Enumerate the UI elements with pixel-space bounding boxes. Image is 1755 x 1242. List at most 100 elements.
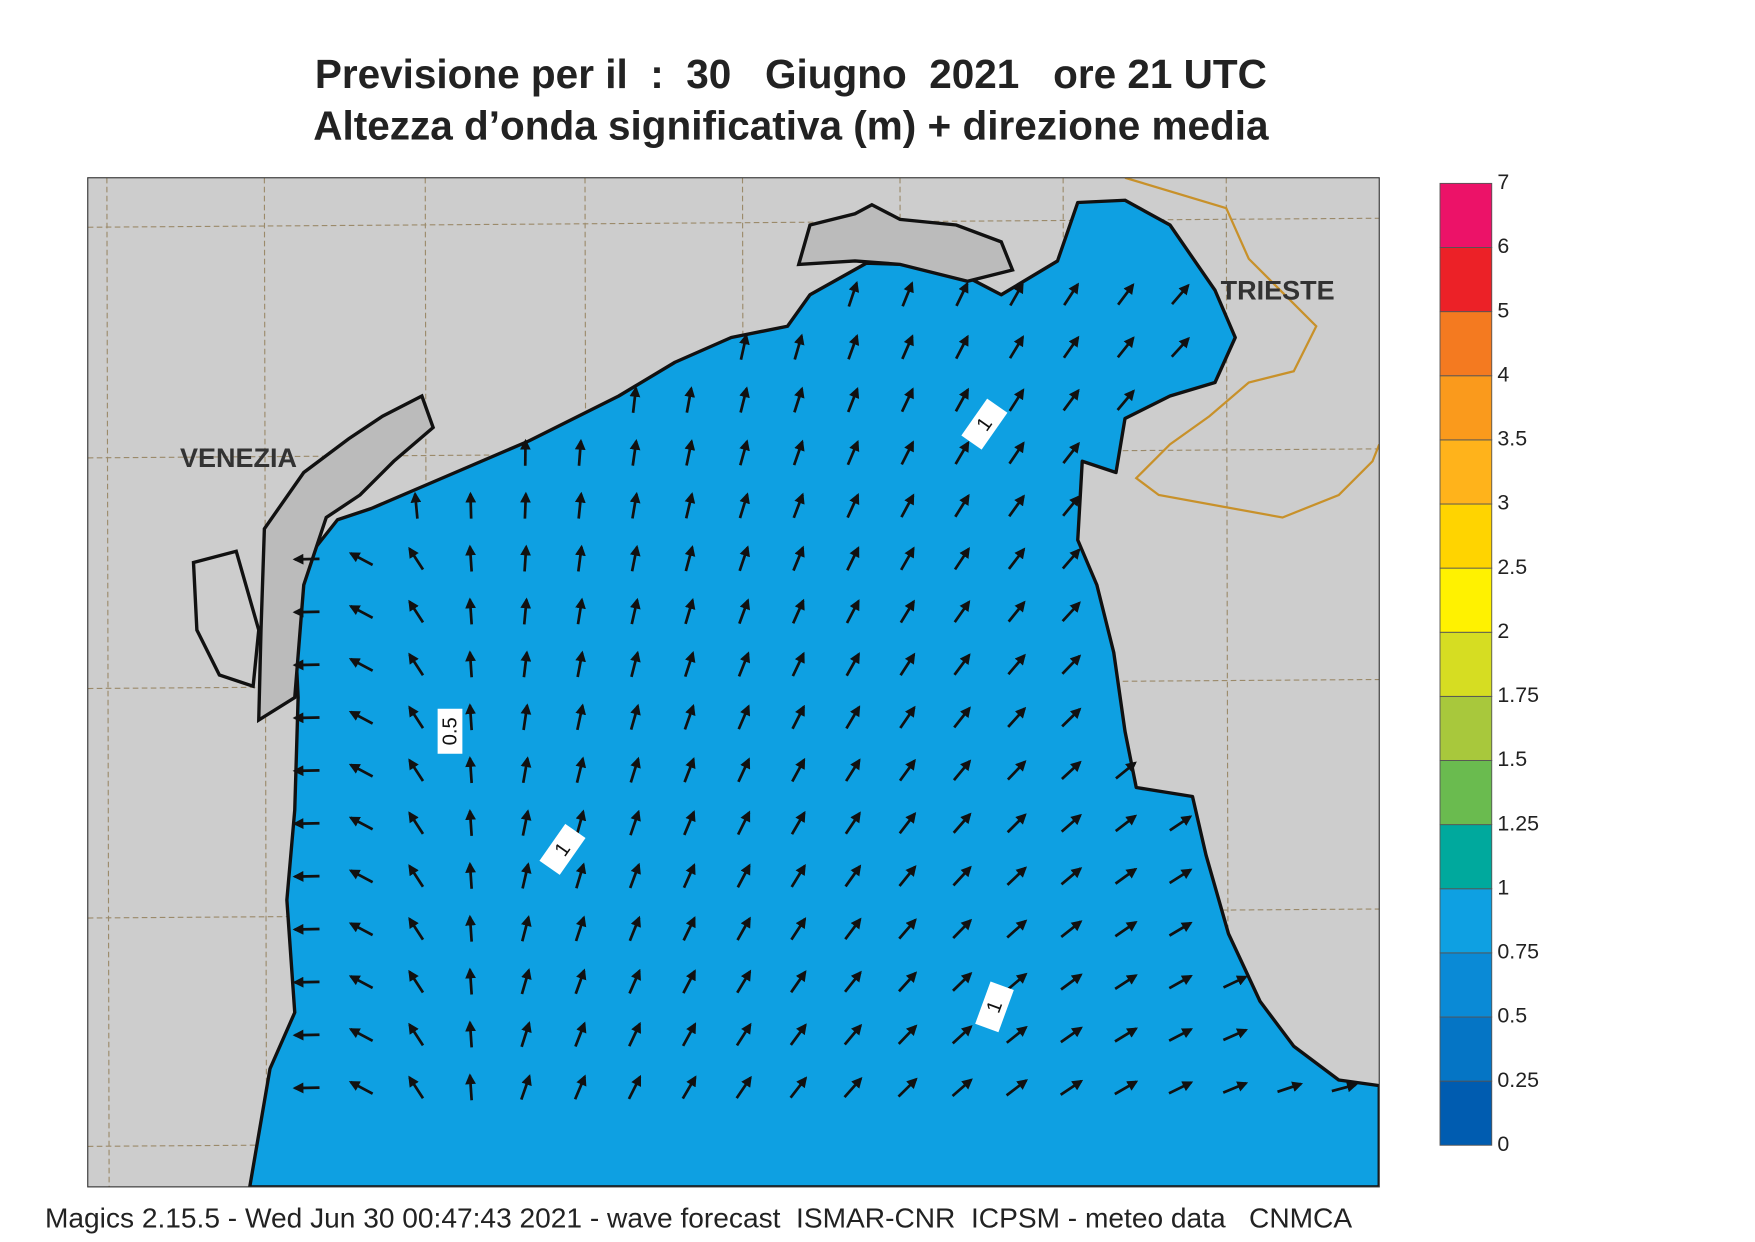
arrow <box>1114 1080 1139 1096</box>
map: VENEZIA TRIESTE 1 0.5 1 1 <box>87 177 1380 1187</box>
arrow <box>845 652 860 677</box>
legend: 0 0.25 0.5 0.75 1 1.25 1.5 1.75 2 2.5 3 3.5 4 5 6 7 <box>1439 170 1539 1156</box>
arrow <box>898 758 916 782</box>
arrow <box>1061 601 1081 623</box>
arrow <box>684 598 696 625</box>
arrow <box>952 759 972 782</box>
contour-label: 1 <box>975 981 1014 1033</box>
arrow <box>465 861 476 889</box>
subtitle: Altezza d’onda significativa (m) + direz… <box>313 103 1269 149</box>
border <box>1124 177 1380 519</box>
lagoon <box>796 202 1015 283</box>
arrow <box>953 653 971 676</box>
arrow <box>574 1021 587 1048</box>
arrow <box>898 865 917 887</box>
arrow <box>845 705 861 730</box>
arrow <box>348 816 374 831</box>
arrow <box>520 756 532 784</box>
arrow <box>736 916 751 941</box>
arrow <box>1061 760 1082 781</box>
arrow <box>465 808 476 836</box>
arrow <box>1006 760 1027 781</box>
arrow <box>738 545 750 572</box>
arrow <box>899 546 915 571</box>
arrow <box>1116 336 1135 359</box>
arrow <box>843 1023 863 1046</box>
arrow <box>1117 283 1135 306</box>
arrow <box>789 1076 808 1099</box>
contour-value: 0.5 <box>439 717 461 745</box>
legend-tick-label: 2 <box>1497 619 1509 643</box>
arrow <box>465 491 477 519</box>
arrow <box>684 545 696 572</box>
label-box <box>961 398 1008 450</box>
arrow <box>348 657 374 672</box>
arrow <box>1007 600 1026 623</box>
arrow <box>292 818 320 829</box>
arrow <box>520 544 532 572</box>
arrow <box>898 918 917 940</box>
arrow <box>739 386 750 413</box>
arrow <box>408 599 425 624</box>
arrow <box>292 871 320 882</box>
arrow <box>348 975 374 990</box>
arrow <box>1006 919 1028 939</box>
arrow <box>575 703 586 731</box>
arrow <box>1061 548 1081 570</box>
place-label: TRIESTE <box>1221 275 1335 305</box>
legend-bin <box>1439 952 1493 1018</box>
arrow <box>348 763 374 778</box>
arrow <box>465 544 476 572</box>
arrow <box>1114 921 1138 938</box>
arrow <box>292 712 320 724</box>
arrow <box>629 491 641 519</box>
arrow <box>843 970 862 993</box>
arrow <box>574 491 586 519</box>
arrow <box>408 917 425 941</box>
arrow <box>735 1022 752 1047</box>
arrow <box>1061 654 1082 675</box>
arrow <box>681 1022 697 1047</box>
arrow <box>844 811 861 835</box>
arrow <box>900 440 915 466</box>
arrow <box>952 812 972 834</box>
arrow <box>952 865 972 887</box>
arrow <box>408 705 425 729</box>
arrow <box>1168 1028 1194 1042</box>
parallel <box>87 678 1380 690</box>
arrow <box>683 757 696 783</box>
arrow <box>348 552 374 567</box>
arrow <box>952 972 973 992</box>
legend-tick-label: 3 <box>1497 491 1509 515</box>
arrow <box>520 491 531 519</box>
arrow <box>1168 868 1193 885</box>
arrow <box>1060 973 1083 991</box>
arrow <box>790 970 807 994</box>
arrow <box>1169 815 1193 832</box>
arrow <box>628 862 641 889</box>
arrow <box>629 386 641 413</box>
arrow <box>348 1028 374 1042</box>
arrow <box>951 1025 973 1045</box>
contour-label: 0.5 <box>437 708 463 754</box>
arrow <box>575 809 587 836</box>
arrow <box>682 916 696 941</box>
arrow <box>955 281 969 307</box>
arrow <box>953 706 971 729</box>
arrow <box>847 280 860 307</box>
label-box <box>975 981 1014 1033</box>
arrow <box>575 756 587 783</box>
arrow <box>410 491 422 519</box>
arrow <box>1171 283 1190 306</box>
arrow <box>1005 1079 1029 1097</box>
arrow <box>683 704 696 730</box>
arrow <box>954 334 969 360</box>
arrow <box>791 757 806 783</box>
arrow <box>1006 866 1027 886</box>
arrow <box>1115 761 1137 780</box>
arrow <box>408 969 425 994</box>
arrow <box>897 1077 918 1098</box>
legend-bin <box>1439 695 1493 761</box>
legend-bin <box>1439 567 1493 633</box>
arrow <box>574 968 587 995</box>
